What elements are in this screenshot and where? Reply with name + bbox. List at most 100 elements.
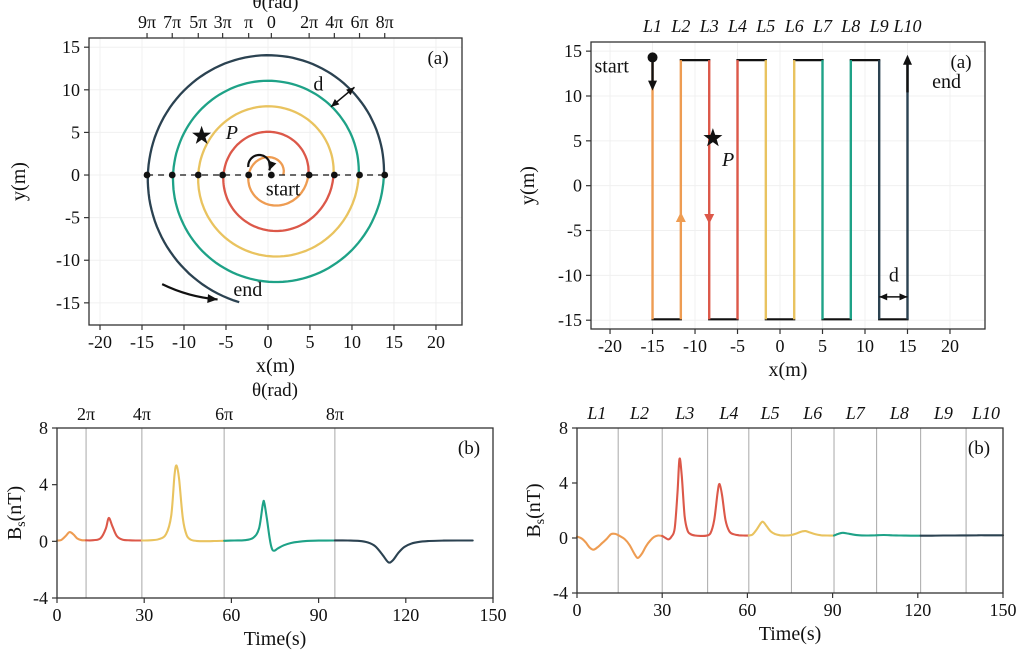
direction-tri-down <box>704 213 715 224</box>
y-tick-label: -5 <box>567 221 582 241</box>
x-tick-label: 0 <box>573 600 582 620</box>
plot-frame <box>56 427 494 599</box>
x-tick-label: 10 <box>343 332 361 352</box>
signal-segment <box>85 516 143 542</box>
x-tick-label: 0 <box>776 336 785 356</box>
y-tick-label: 4 <box>559 473 568 493</box>
x-axis-title: Time(s) <box>759 623 822 645</box>
spiral-trajectory-panel: -20 -15 -10 -5 0 5 10 15 20 15 10 5 0 -5 -10 -15 9π 7π 5π 3… <box>8 0 463 377</box>
segment-label: L7 <box>845 403 866 423</box>
crossing-dot <box>143 171 151 179</box>
top-tick-label: 8π <box>376 12 394 32</box>
y-tick-label: 15 <box>564 41 582 61</box>
top-line-label: L3 <box>699 16 719 36</box>
x-tick-label: -5 <box>218 332 233 352</box>
top-line-label: L2 <box>670 16 690 36</box>
x-tick-label: 90 <box>310 605 328 625</box>
x-tick-label: 120 <box>904 600 931 620</box>
signal-segment <box>575 532 664 559</box>
x-tick-label: 0 <box>53 605 62 625</box>
top-tick-label: 5π <box>189 12 207 32</box>
crossing-dot <box>305 171 313 179</box>
y-tick-label: 8 <box>559 418 568 438</box>
x-axis-title: x(m) <box>769 359 808 381</box>
top-line-label: L6 <box>784 16 804 36</box>
x-tick-label: -15 <box>641 336 665 356</box>
crossing-dot <box>330 171 338 179</box>
top-tick-label: 0 <box>267 12 276 32</box>
x-tick-label: 120 <box>392 605 419 625</box>
x-tick-label: 90 <box>824 600 842 620</box>
segment-label: L1 <box>586 403 606 423</box>
top-axis-title: θ(rad) <box>252 380 298 401</box>
crossing-dot <box>356 171 363 179</box>
y-tick-label: 15 <box>62 37 80 57</box>
x-tick-label: 5 <box>818 336 827 356</box>
annotation-text-start: start <box>595 56 630 78</box>
arrowhead <box>899 293 908 301</box>
x-tick-label: 15 <box>898 336 916 356</box>
top-line-label: L8 <box>840 16 860 36</box>
arrowhead <box>902 54 912 65</box>
x-tick-label: 15 <box>385 332 403 352</box>
top-line-label: L4 <box>727 16 747 36</box>
spiral-turn <box>146 54 386 304</box>
y-tick-label: 0 <box>71 165 80 185</box>
top-line-label: L7 <box>812 16 833 36</box>
lawnmower-trajectory-panel: -20 -15 -10 -5 0 5 10 15 20 15 10 5 0 -5 -10 -15 L1 L2 L3 L… <box>517 16 986 381</box>
arrowhead <box>267 160 277 171</box>
x-axis-title: Time(s) <box>244 628 307 650</box>
y-tick-label: -4 <box>33 588 48 608</box>
x-tick-label: 30 <box>135 605 153 625</box>
top-tick-label: 2π <box>300 12 318 32</box>
panel-label: (a) <box>427 48 448 69</box>
top-axis-tick-label: 8π <box>326 404 344 424</box>
direction-tri-up <box>675 211 686 222</box>
x-tick-label: 20 <box>941 336 959 356</box>
annotation-text-end: end <box>932 71 961 93</box>
plot-frame <box>88 37 463 326</box>
panel-label: (a) <box>950 52 971 73</box>
x-tick-label: 60 <box>222 605 240 625</box>
top-tick-label: 9π <box>138 12 156 32</box>
segment-label: L6 <box>802 403 822 423</box>
x-tick-label: 30 <box>653 600 671 620</box>
x-tick-label: 10 <box>856 336 874 356</box>
x-tick-label: 150 <box>480 605 507 625</box>
segment-label: L4 <box>718 403 738 423</box>
top-tick-label: π <box>244 12 253 32</box>
top-line-label: L1 <box>642 16 662 36</box>
y-tick-label: -15 <box>558 310 582 330</box>
x-tick-label: 60 <box>738 600 756 620</box>
y-tick-label: 8 <box>39 418 48 438</box>
y-axis-title: Bs(nT) <box>4 486 29 540</box>
y-axis-title: Bs(nT) <box>523 483 548 537</box>
x-tick-label: -15 <box>130 332 154 352</box>
y-tick-label: -4 <box>553 583 568 603</box>
segment-label: L10 <box>971 403 1000 423</box>
x-tick-label: -20 <box>88 332 112 352</box>
annotation-text-end: end <box>233 279 262 301</box>
y-axis-title: y(m) <box>517 166 539 205</box>
annotation-text-P: P <box>721 149 734 171</box>
signal-segment <box>55 531 88 542</box>
crossing-dot <box>219 171 227 179</box>
segment-label: L2 <box>629 403 649 423</box>
top-tick-label: 6π <box>350 12 368 32</box>
star-marker <box>703 128 723 147</box>
annotation-text-d: d <box>889 265 899 287</box>
y-tick-label: 0 <box>573 176 582 196</box>
top-axis-title: θ(rad) <box>252 0 298 13</box>
top-tick-label: 7π <box>163 12 181 32</box>
signal-segment <box>747 520 836 537</box>
arrowhead <box>207 294 218 304</box>
y-tick-label: -5 <box>65 208 80 228</box>
crossing-dot <box>194 171 202 179</box>
y-tick-label: 4 <box>39 475 48 495</box>
arrowhead <box>648 80 658 91</box>
x-tick-label: 0 <box>263 332 272 352</box>
x-axis-title: x(m) <box>256 355 295 377</box>
signal-segment <box>832 531 922 537</box>
y-tick-label: 0 <box>559 528 568 548</box>
